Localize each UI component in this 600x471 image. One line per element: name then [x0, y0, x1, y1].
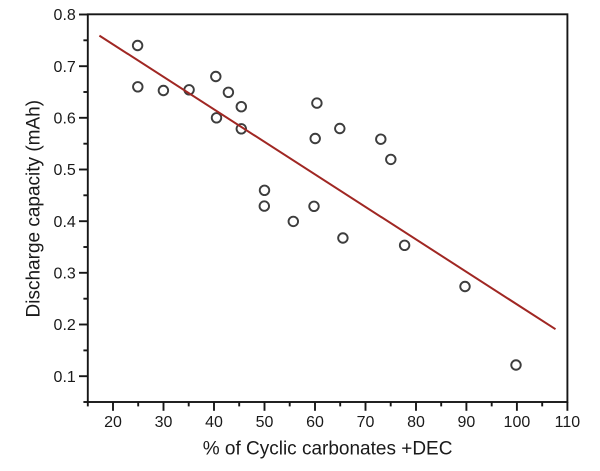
svg-text:0.1: 0.1 [54, 369, 76, 386]
svg-text:30: 30 [155, 414, 173, 431]
svg-text:90: 90 [458, 414, 476, 431]
svg-text:60: 60 [306, 414, 324, 431]
svg-text:0.7: 0.7 [54, 59, 76, 76]
svg-text:50: 50 [256, 414, 274, 431]
svg-text:20: 20 [104, 414, 122, 431]
svg-text:100: 100 [504, 414, 531, 431]
svg-text:0.3: 0.3 [54, 266, 76, 283]
svg-text:0.5: 0.5 [54, 162, 76, 179]
svg-text:0.2: 0.2 [54, 317, 76, 334]
svg-text:110: 110 [555, 414, 581, 431]
svg-text:80: 80 [407, 414, 425, 431]
svg-text:0.4: 0.4 [54, 214, 76, 231]
svg-text:% of Cyclic carbonates +DEC: % of Cyclic carbonates +DEC [203, 439, 453, 460]
svg-text:40: 40 [205, 414, 223, 431]
svg-text:0.8: 0.8 [54, 7, 76, 24]
svg-text:70: 70 [357, 414, 375, 431]
svg-text:0.6: 0.6 [54, 111, 76, 128]
svg-text:Discharge capacity (mAh): Discharge capacity (mAh) [24, 100, 45, 318]
